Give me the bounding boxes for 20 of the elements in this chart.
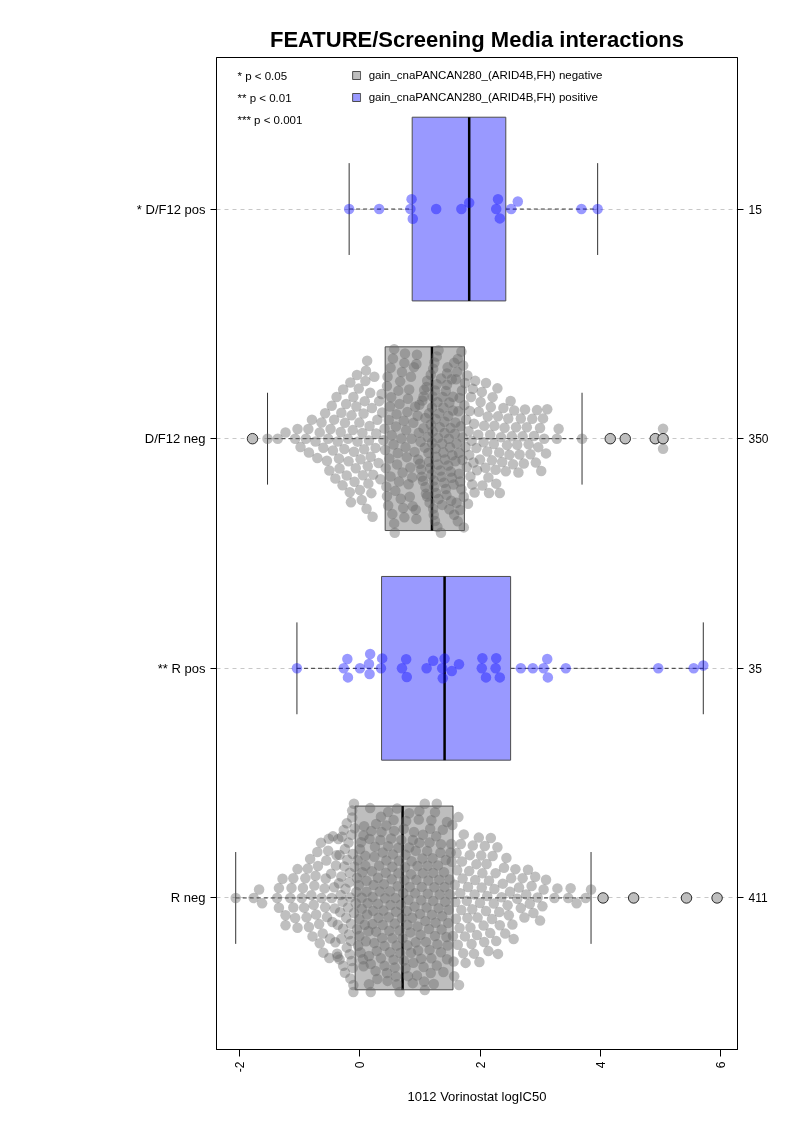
- y2-tick-label: 350: [748, 432, 769, 447]
- legend-label: gain_cnaPANCAN280_(ARID4B,FH) negative: [368, 68, 603, 82]
- legend-label: gain_cnaPANCAN280_(ARID4B,FH) positive: [368, 90, 598, 104]
- y-tick-label: D/F12 neg: [144, 431, 206, 447]
- y2-tick-label: 15: [748, 202, 763, 217]
- annotation: ** p < 0.01: [237, 91, 292, 104]
- x-tick-label: 2: [473, 1061, 488, 1069]
- x-tick-label: -2: [233, 1061, 248, 1073]
- y2-tick-label: 411: [748, 891, 768, 906]
- x-tick-label: 0: [353, 1061, 368, 1069]
- x-axis-title: 1012 Vorinostat logIC50: [407, 1089, 547, 1105]
- y-tick-label: R neg: [170, 890, 206, 906]
- annotation: * p < 0.05: [237, 69, 288, 82]
- x-tick-label: 4: [593, 1061, 608, 1069]
- y-tick-label: * D/F12 pos: [136, 201, 206, 217]
- annotation: *** p < 0.001: [237, 113, 303, 126]
- chart-title: FEATURE/Screening Media interactions: [270, 26, 685, 52]
- x-tick-label: 6: [713, 1061, 728, 1069]
- y2-tick-label: 35: [748, 661, 763, 676]
- y-tick-label: ** R pos: [157, 660, 206, 676]
